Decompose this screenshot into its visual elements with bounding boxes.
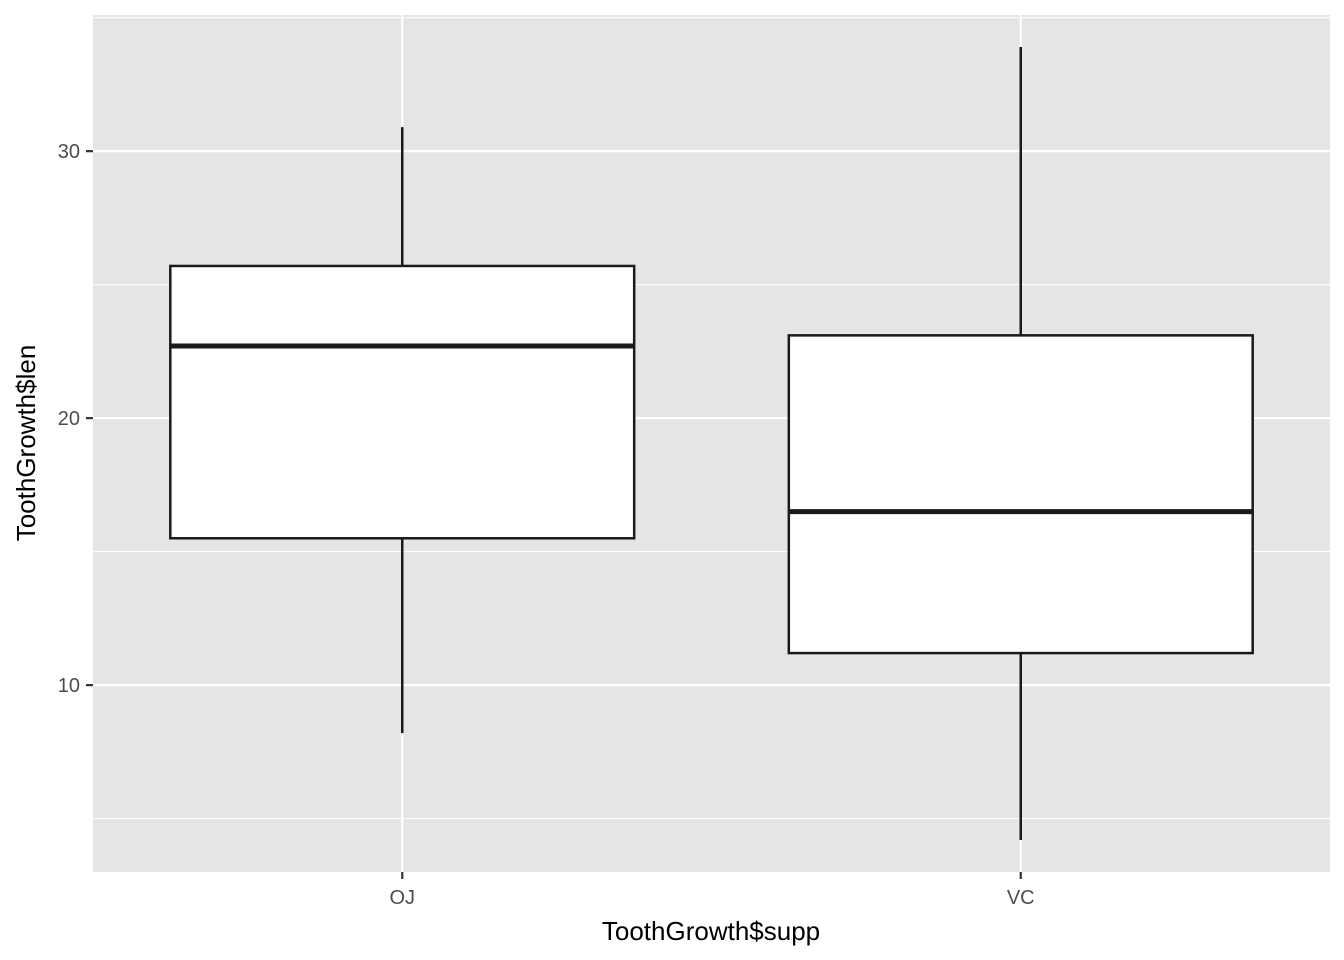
box-vc [787,47,1254,840]
y-axis-title: ToothGrowth$len [11,345,41,542]
boxes [169,47,1254,840]
axes: 10 20 30 OJ VC [58,141,1035,909]
x-tick-label: VC [1007,887,1035,909]
y-tick-label: 20 [58,408,80,430]
x-tick-label: OJ [389,887,415,909]
y-tick-label: 10 [58,675,80,697]
box-oj [169,127,636,734]
y-tick-label: 30 [58,141,80,163]
x-axis-title: ToothGrowth$supp [602,916,820,946]
interquartile-box [169,264,636,540]
interquartile-box [787,334,1254,655]
